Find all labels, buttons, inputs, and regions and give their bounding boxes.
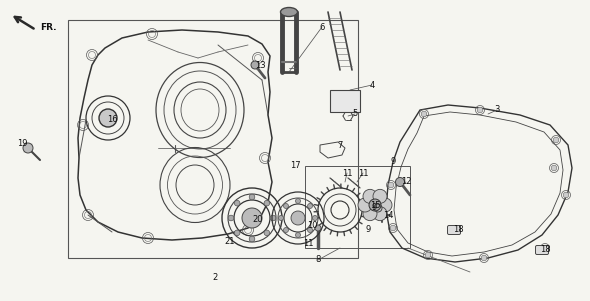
- Text: 20: 20: [253, 216, 263, 225]
- Circle shape: [363, 207, 377, 221]
- Bar: [305, 166, 410, 248]
- Circle shape: [388, 182, 394, 188]
- Text: 6: 6: [319, 23, 324, 32]
- Circle shape: [315, 225, 321, 231]
- Text: 9: 9: [391, 157, 396, 166]
- Circle shape: [264, 230, 270, 236]
- Circle shape: [283, 203, 289, 209]
- Text: 16: 16: [107, 116, 117, 125]
- Text: 19: 19: [17, 138, 27, 147]
- Text: 11: 11: [303, 238, 313, 247]
- Bar: [68, 20, 358, 258]
- Circle shape: [363, 189, 377, 203]
- Circle shape: [99, 109, 117, 127]
- Circle shape: [369, 199, 381, 211]
- Circle shape: [378, 198, 392, 212]
- Text: FR.: FR.: [40, 23, 56, 32]
- Text: 9: 9: [365, 225, 371, 234]
- Circle shape: [228, 215, 234, 221]
- Circle shape: [477, 107, 483, 113]
- Circle shape: [251, 61, 259, 69]
- Circle shape: [553, 137, 559, 143]
- Bar: [330, 90, 360, 112]
- Circle shape: [249, 194, 255, 200]
- Text: 17: 17: [290, 160, 300, 169]
- Circle shape: [283, 228, 289, 232]
- Text: 9: 9: [371, 203, 376, 213]
- Circle shape: [242, 208, 262, 228]
- Circle shape: [278, 216, 284, 221]
- FancyBboxPatch shape: [536, 246, 549, 255]
- Circle shape: [249, 236, 255, 242]
- Circle shape: [421, 111, 427, 117]
- Circle shape: [307, 203, 313, 209]
- Circle shape: [291, 211, 305, 225]
- Text: 8: 8: [315, 256, 321, 265]
- Text: 2: 2: [212, 274, 218, 283]
- Text: 21: 21: [225, 237, 235, 247]
- Circle shape: [264, 200, 270, 206]
- Circle shape: [358, 198, 372, 212]
- Text: 18: 18: [540, 246, 550, 255]
- Circle shape: [313, 216, 317, 221]
- Circle shape: [270, 215, 276, 221]
- Text: 14: 14: [383, 210, 394, 219]
- Text: 4: 4: [369, 80, 375, 89]
- Text: 3: 3: [494, 105, 500, 114]
- Text: 7: 7: [337, 141, 343, 150]
- Text: 11: 11: [358, 169, 368, 178]
- Circle shape: [296, 232, 300, 237]
- Circle shape: [23, 143, 33, 153]
- Circle shape: [390, 225, 396, 231]
- Circle shape: [307, 228, 313, 232]
- Circle shape: [373, 207, 387, 221]
- Text: 15: 15: [370, 200, 380, 209]
- Text: 11: 11: [342, 169, 352, 178]
- Circle shape: [373, 189, 387, 203]
- Circle shape: [563, 192, 569, 198]
- FancyBboxPatch shape: [447, 225, 461, 234]
- Circle shape: [395, 178, 405, 187]
- Text: 18: 18: [453, 225, 463, 234]
- Circle shape: [425, 252, 431, 258]
- Text: 13: 13: [255, 61, 266, 70]
- Ellipse shape: [280, 8, 297, 17]
- Circle shape: [234, 230, 240, 236]
- Circle shape: [481, 255, 487, 261]
- Circle shape: [551, 165, 557, 171]
- Circle shape: [234, 200, 240, 206]
- Text: 5: 5: [352, 110, 358, 119]
- Circle shape: [542, 245, 548, 251]
- Text: 12: 12: [401, 178, 411, 187]
- Text: 10: 10: [307, 222, 317, 231]
- Circle shape: [296, 198, 300, 203]
